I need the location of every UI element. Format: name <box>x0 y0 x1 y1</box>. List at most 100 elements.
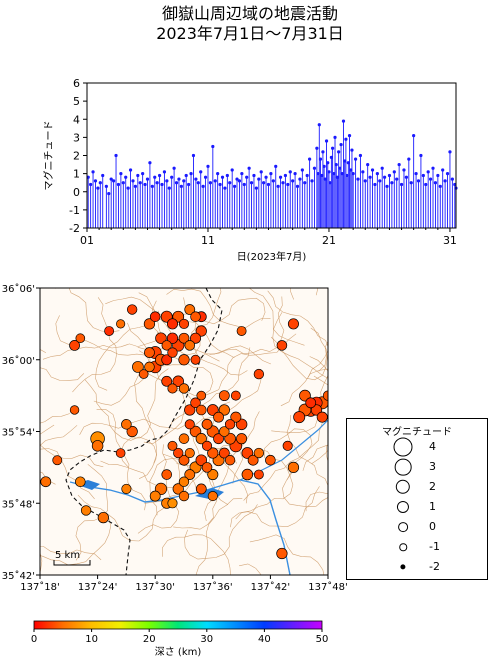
stem-point-27 <box>153 175 157 179</box>
scale-bar-label: 5 km <box>55 550 80 561</box>
topo-contour-16 <box>249 534 325 575</box>
stem-point-164 <box>448 150 452 154</box>
map-background <box>40 288 328 575</box>
stem-point-35 <box>172 166 176 170</box>
stem-point-137 <box>383 175 387 179</box>
stem-point-118 <box>344 137 348 141</box>
topo-contour-55 <box>190 288 222 362</box>
stem-point-8 <box>107 191 111 196</box>
epicenter-15 <box>293 411 306 424</box>
topo-contour-14 <box>100 453 180 488</box>
stem-point-18 <box>131 179 135 183</box>
stem-point-56 <box>223 186 227 190</box>
epicenter-74 <box>190 397 201 409</box>
stem-point-78 <box>276 184 280 188</box>
epicenter-41 <box>97 511 109 524</box>
stem-point-70 <box>257 177 261 181</box>
epicenter-83 <box>276 340 288 351</box>
epicenter-97 <box>178 318 190 329</box>
stem-point-131 <box>368 175 372 179</box>
stem-point-42 <box>189 172 193 176</box>
legend-item: -2 <box>347 557 487 577</box>
stem-point-45 <box>196 181 200 185</box>
stem-point-40 <box>184 173 188 178</box>
epicenter-78 <box>178 433 190 444</box>
stem-point-104 <box>327 170 331 174</box>
topo-contour-60 <box>40 349 47 354</box>
epicenter-82 <box>75 476 86 488</box>
topo-contour-59 <box>168 347 251 431</box>
topo-contour-10 <box>248 288 305 346</box>
topo-contour-3 <box>134 367 158 479</box>
epicenter-51 <box>69 340 80 351</box>
epicenter-117 <box>69 405 80 415</box>
map-layer <box>40 288 328 575</box>
epicenter-111 <box>52 455 63 466</box>
stem-point-73 <box>264 175 268 179</box>
epicenter-114 <box>138 369 149 379</box>
legend-symbol <box>394 458 412 476</box>
y-tick-label-0: 6 <box>73 77 80 90</box>
epicenter-60 <box>178 454 190 466</box>
epicenter-47 <box>207 469 219 481</box>
epicenter-61 <box>201 418 213 430</box>
epicenter-76 <box>219 426 230 437</box>
stem-point-100 <box>322 164 326 168</box>
epicenter-110 <box>230 390 241 401</box>
stem-point-134 <box>375 172 379 176</box>
topo-contour-48 <box>72 297 117 393</box>
topo-contour-51 <box>264 428 313 481</box>
y-tick-label-8: -2 <box>69 222 80 235</box>
y-axis-label: マグニチュード <box>42 121 55 191</box>
stem-point-31 <box>162 170 167 174</box>
topo-contour-19 <box>40 546 102 561</box>
stem-point-150 <box>414 172 418 176</box>
epicenter-44 <box>190 332 202 344</box>
stem-point-41 <box>187 182 191 187</box>
lon-tick-label-1: 137˚24' <box>78 581 118 593</box>
epicenter-100 <box>184 447 195 459</box>
y-tick-label-4: 2 <box>73 150 80 163</box>
stem-point-126 <box>356 177 360 181</box>
stem-point-140 <box>390 181 394 185</box>
epicenter-85 <box>161 340 172 351</box>
epicenter-28 <box>91 440 104 452</box>
epicenter-69 <box>144 347 155 358</box>
stem-point-3 <box>93 179 98 183</box>
stem-point-83 <box>288 170 292 174</box>
topo-contour-7 <box>302 444 328 471</box>
stem-point-109 <box>333 135 337 139</box>
epicenter-18 <box>224 432 236 445</box>
stem-point-59 <box>230 168 234 172</box>
stem-point-93 <box>312 166 317 170</box>
stem-point-24 <box>145 177 150 181</box>
epicenter-37 <box>172 483 184 495</box>
lon-tick-label-4: 137˚42' <box>251 581 291 593</box>
stem-point-162 <box>443 179 447 183</box>
stem-point-17 <box>128 168 133 172</box>
stem-point-88 <box>300 168 304 172</box>
stem-point-103 <box>326 161 330 165</box>
stem-point-51 <box>211 144 215 149</box>
epicenter-58 <box>213 433 224 445</box>
epicenter-64 <box>195 483 207 495</box>
epicenter-103 <box>207 491 218 502</box>
stem-point-2 <box>91 170 95 174</box>
stem-point-124 <box>351 172 355 176</box>
topo-contour-43 <box>309 356 328 463</box>
topo-contour-50 <box>143 366 186 445</box>
topo-contour-47 <box>40 442 104 468</box>
depth-colorbar <box>33 620 323 630</box>
stem-point-148 <box>409 181 413 185</box>
epicenter-104 <box>282 440 293 451</box>
x-axis-label: 日(2023年7月) <box>237 250 307 263</box>
lon-tick-label-2: 137˚30' <box>135 581 175 593</box>
stem-point-163 <box>445 172 450 176</box>
stem-point-37 <box>177 177 181 181</box>
stem-point-159 <box>436 173 440 178</box>
stem-point-112 <box>337 150 341 154</box>
stem-point-5 <box>98 181 102 185</box>
topo-contour-26 <box>184 504 258 560</box>
epicenter-99 <box>201 440 213 451</box>
